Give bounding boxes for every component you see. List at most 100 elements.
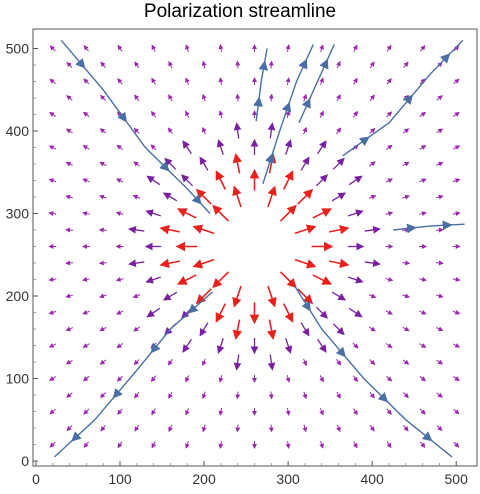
field-arrow [99, 359, 107, 365]
field-arrow [185, 110, 190, 118]
field-arrow [100, 61, 106, 69]
field-arrow [98, 227, 107, 233]
field-arrow [312, 274, 333, 285]
field-arrow [145, 276, 161, 284]
field-arrow [369, 161, 376, 167]
field-arrow [282, 303, 294, 323]
field-arrow [201, 424, 207, 433]
field-arrow [385, 144, 393, 151]
field-arrow [151, 408, 157, 416]
field-arrow [319, 77, 324, 85]
streamline-arrow [258, 60, 269, 71]
field-arrow [279, 204, 297, 222]
field-arrow [436, 128, 444, 134]
field-arrow [369, 359, 376, 366]
field-arrow [185, 77, 190, 85]
field-arrow [66, 95, 73, 101]
field-arrow [385, 276, 394, 282]
field-arrow [195, 188, 212, 205]
field-arrow [285, 407, 291, 416]
field-arrow [162, 291, 178, 301]
field-arrow [117, 408, 123, 416]
field-arrow [402, 293, 411, 299]
field-arrow [319, 44, 324, 52]
field-arrow [232, 153, 243, 174]
field-arrow [352, 408, 358, 416]
field-arrow [419, 276, 427, 282]
field-arrow [402, 161, 410, 167]
field-arrow [419, 45, 426, 52]
field-arrow [386, 375, 393, 382]
streamline-arrow [301, 97, 311, 109]
field-arrow [453, 376, 460, 381]
field-arrow [419, 178, 427, 184]
field-arrow [201, 93, 207, 102]
streamline-arrow [402, 94, 414, 105]
field-arrow [146, 307, 161, 318]
field-arrow [268, 93, 274, 102]
field-arrow [98, 260, 107, 266]
field-arrow [167, 127, 173, 135]
field-arrow [128, 259, 145, 268]
field-arrow [436, 425, 443, 432]
field-arrow [402, 392, 409, 399]
field-arrow [66, 425, 73, 432]
field-arrow [453, 441, 460, 448]
field-arrow [232, 285, 242, 308]
field-arrow [402, 94, 409, 101]
streamline-arrow [71, 431, 82, 442]
field-arrow [98, 194, 107, 200]
field-arrow [331, 192, 347, 202]
field-arrow [192, 258, 215, 269]
field-arrow [232, 185, 242, 208]
field-arrow [176, 274, 197, 285]
field-arrow [117, 77, 123, 85]
field-arrow [267, 285, 277, 308]
field-arrow [48, 145, 57, 150]
field-arrow [436, 95, 443, 101]
field-arrow [199, 322, 209, 337]
field-arrow [83, 45, 90, 52]
field-arrow [302, 93, 308, 102]
field-arrow [302, 391, 308, 400]
field-arrow [48, 178, 57, 184]
field-arrow [99, 161, 107, 167]
field-arrow [300, 322, 310, 337]
field-arrow [369, 424, 375, 432]
field-arrow [218, 407, 224, 416]
field-arrow [145, 209, 161, 217]
field-arrow [352, 110, 359, 118]
field-arrow [83, 408, 90, 415]
field-arrow [348, 307, 363, 318]
streamlines [54, 39, 465, 458]
field-arrow [282, 170, 294, 190]
streamline-arrow [187, 303, 199, 314]
field-arrow [115, 211, 124, 217]
field-arrow [319, 408, 324, 416]
field-arrow [331, 291, 347, 301]
field-arrow [151, 77, 157, 85]
field-arrow [195, 288, 212, 305]
field-arrow [315, 174, 328, 187]
field-arrow [182, 140, 192, 155]
field-arrow [317, 338, 327, 353]
field-arrow [402, 194, 411, 200]
field-arrow [82, 343, 90, 348]
field-arrow [146, 175, 161, 186]
field-arrow [319, 441, 324, 449]
streamline-arrow [191, 194, 202, 205]
field-arrow [352, 375, 359, 383]
streamline-upper-right-3 [298, 44, 335, 124]
streamline-arrow [75, 58, 86, 69]
field-arrow [49, 408, 56, 415]
chart-title: Polarization streamline [143, 1, 337, 22]
field-arrow [66, 61, 73, 68]
field-arrow [419, 309, 427, 315]
field-arrow [82, 211, 90, 217]
field-arrow [168, 60, 173, 69]
field-arrow [98, 293, 107, 299]
field-arrow [218, 374, 224, 383]
field-arrow [419, 375, 427, 382]
field-arrow [212, 271, 230, 289]
x-tick-label: 500 [445, 471, 469, 487]
